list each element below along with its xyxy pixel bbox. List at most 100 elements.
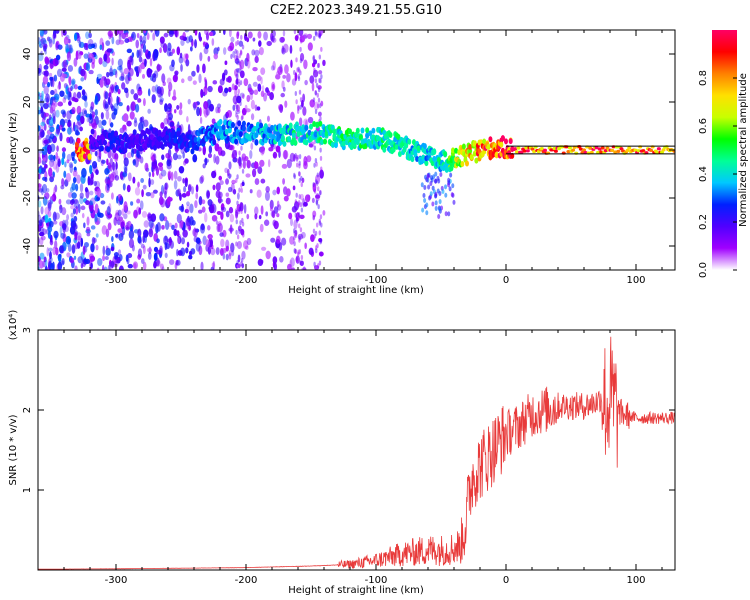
spectrogram-cell: [118, 39, 125, 45]
spectrogram-cell: [118, 232, 124, 242]
spectrogram-cell: [297, 104, 300, 110]
spectrogram-cell: [76, 114, 81, 121]
spectrogram-cell: [137, 235, 142, 244]
spectrogram-cell: [300, 182, 303, 188]
spectrogram-cell: [110, 246, 115, 252]
spectrogram-cell: [103, 53, 107, 62]
spectrogram-cell: [39, 236, 44, 246]
spectrogram-cell: [57, 101, 64, 107]
spectrogram-ridge-cell: [486, 143, 491, 150]
spectrogram-cell: [260, 67, 266, 76]
spectrogram-cell: [61, 67, 67, 72]
spectrogram-cell: [100, 200, 106, 205]
spectrogram-cell: [307, 42, 313, 51]
spectrogram-cell: [236, 114, 239, 120]
spectrogram-cell: [195, 241, 201, 252]
spectrogram-cell: [129, 55, 133, 63]
spectrogram-cell: [153, 51, 158, 61]
spectrogram-cell: [101, 159, 106, 164]
spectrogram-x-label: Height of straight line (km): [288, 285, 424, 296]
spectrogram-cell: [66, 90, 71, 101]
spectrogram-cell: [431, 201, 435, 207]
spectrogram-cell: [109, 65, 113, 75]
spectrogram-cell: [295, 154, 298, 160]
spectrogram-cell: [160, 40, 165, 48]
snr-y-label: SNR (10 * v/v): [8, 414, 19, 485]
spectrogram-cell: [50, 173, 55, 179]
spectrogram-ridge-cell: [363, 143, 368, 150]
spectrogram-cell: [263, 31, 268, 41]
spectrogram-cell: [252, 37, 256, 42]
spectrogram-ridge-cell: [567, 146, 572, 150]
spectrogram-cell: [315, 222, 319, 228]
spectrogram-cell: [239, 49, 243, 55]
spectrogram-cell: [299, 227, 303, 233]
spectrogram-ridge-cell: [332, 128, 337, 135]
spectrogram-cell: [93, 42, 98, 50]
spectrogram-ridge-cell: [227, 127, 232, 134]
spectrogram-cell: [423, 184, 427, 190]
spectrogram-cell: [297, 212, 301, 218]
spectrogram-cell: [234, 101, 237, 107]
spectrogram-ridge-cell: [532, 149, 537, 154]
spectrogram-cell: [54, 212, 60, 220]
spectrogram-cell: [230, 36, 235, 43]
spectrogram-cell: [125, 32, 129, 38]
spectrogram-cell: [422, 193, 426, 199]
spectrogram-cell: [259, 159, 265, 167]
spectrogram-cell: [188, 35, 193, 43]
spectrogram-cell: [88, 32, 92, 39]
spectrogram-cell: [224, 60, 228, 66]
spectrogram-cell: [198, 209, 203, 214]
spectrogram-cell: [289, 44, 293, 54]
spectrogram-cell: [57, 44, 63, 50]
spectrogram-cell: [175, 259, 181, 266]
spectrogram-cell: [39, 30, 44, 37]
spectrogram-ridge-cell: [530, 147, 535, 151]
spectrogram-cell: [174, 109, 177, 114]
spectrogram-cell: [74, 199, 80, 209]
spectrogram-cell: [151, 85, 156, 93]
spectrogram-cell: [50, 154, 54, 161]
spectrogram-ridge-cell: [594, 146, 599, 150]
spectrogram-ridge-cell: [315, 121, 320, 128]
spectrogram-cell: [313, 233, 317, 239]
spectrogram-cell: [55, 155, 60, 162]
spectrogram-cell: [61, 178, 65, 187]
spectrogram-cell: [72, 224, 78, 231]
spectrogram-cell: [179, 102, 183, 110]
spectrogram-cell: [65, 199, 72, 205]
spectrogram-cell: [81, 167, 87, 178]
spectrogram-cell: [277, 66, 283, 76]
spectrogram-cell: [55, 128, 61, 135]
spectrogram-cell: [81, 89, 86, 96]
snr-plot-area: [38, 330, 675, 570]
spectrogram-cell: [181, 78, 185, 84]
spectrogram-cell: [52, 109, 57, 119]
spectrogram-cell: [235, 104, 240, 112]
spectrogram-cell: [160, 169, 167, 177]
spectrogram-cell: [237, 209, 240, 215]
spectrogram-ridge-cell: [232, 131, 237, 138]
spectrogram-cell: [438, 191, 442, 197]
spectrogram-cell: [434, 205, 438, 211]
spectrogram-cell: [241, 263, 245, 269]
spectrogram-cell: [308, 141, 315, 148]
spectrogram-cell: [138, 207, 142, 215]
spectrogram-cell: [66, 241, 69, 247]
spectrogram-cell: [315, 199, 319, 205]
spectrogram-ridge-cell: [504, 138, 508, 145]
spectrogram-ridge-cell: [276, 131, 281, 138]
spectrogram-cell: [318, 32, 321, 38]
spectrogram-cell: [77, 53, 82, 60]
spectrogram-ridge-cell: [539, 146, 544, 151]
spectrogram-cell: [166, 110, 171, 115]
spectrogram-cell: [46, 246, 50, 257]
spectrogram-cell: [293, 241, 296, 247]
spectrogram-cell: [236, 263, 241, 269]
spectrogram-cell: [293, 174, 296, 180]
spectrogram-ridge-cell: [291, 132, 296, 139]
spectrogram-cell: [105, 247, 111, 256]
spectrogram-cell: [314, 157, 318, 163]
spectrogram-cell: [148, 228, 154, 238]
